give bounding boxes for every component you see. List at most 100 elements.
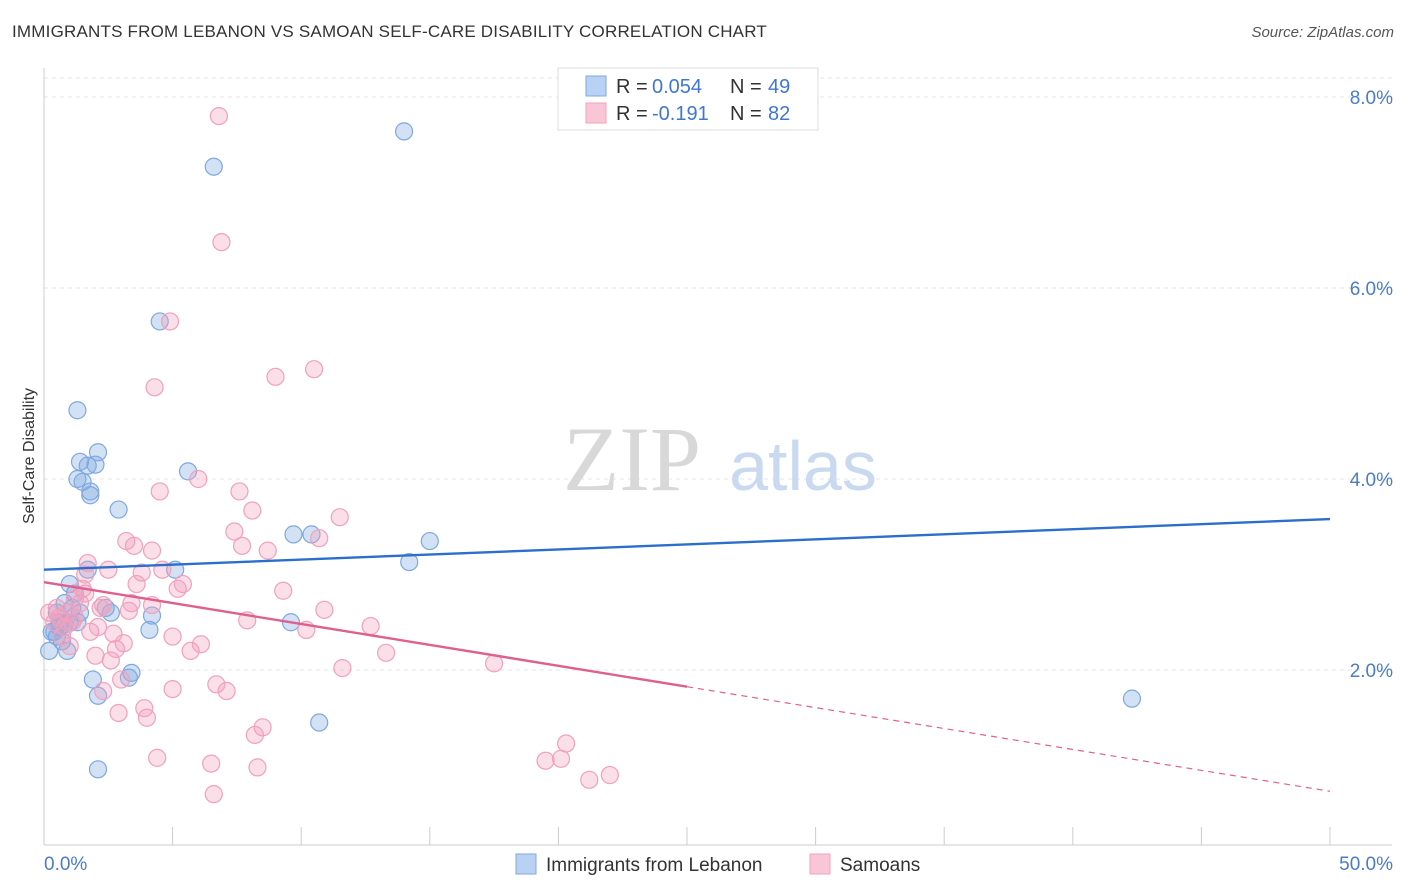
point-samoans (310, 529, 329, 548)
legend-n-value-1: 49 (768, 76, 790, 98)
point-samoans (88, 617, 108, 637)
point-lebanon (150, 312, 169, 331)
point-samoans (204, 785, 223, 804)
point-samoans (52, 627, 72, 646)
point-samoans (148, 748, 167, 767)
point-samoans (580, 770, 599, 789)
data-points (40, 106, 1142, 804)
point-samoans (94, 681, 113, 701)
point-samoans (60, 637, 79, 656)
point-lebanon (394, 122, 414, 141)
stats-legend: R = 0.054 N = 49 R = -0.191 N = 82 (557, 67, 819, 131)
point-samoans (217, 681, 236, 701)
point-samoans (248, 758, 267, 777)
point-samoans (132, 563, 151, 582)
series-label-lebanon: Immigrants from Lebanon (546, 855, 763, 876)
point-lebanon (78, 560, 97, 579)
point-samoans (163, 627, 182, 646)
point-samoans (243, 501, 262, 520)
point-samoans (142, 541, 162, 560)
point-samoans (253, 718, 272, 737)
point-samoans (274, 581, 293, 600)
chart-source: Source: ZipAtlas.com (1251, 24, 1394, 41)
legend-n-label-1: N = (730, 76, 762, 98)
point-samoans (65, 608, 84, 627)
gridlines (44, 77, 1392, 671)
point-samoans (86, 646, 105, 665)
watermark: ZIP atlas (563, 408, 877, 510)
point-samoans (557, 734, 576, 753)
legend-n-label-2: N = (730, 103, 762, 125)
point-lebanon (88, 443, 108, 462)
point-lebanon (310, 713, 329, 732)
point-samoans (181, 641, 200, 661)
trend-line-samoans-extension (686, 686, 1331, 792)
point-samoans (202, 754, 221, 773)
point-samoans (173, 574, 192, 594)
point-samoans (124, 536, 144, 555)
legend-swatch-lebanon (585, 75, 607, 97)
point-lebanon (122, 663, 141, 682)
point-lebanon (101, 603, 120, 622)
point-samoans (150, 482, 169, 501)
y-tick-label: 4.0% (1350, 470, 1393, 491)
axes (43, 68, 1392, 846)
series-swatch-lebanon (515, 853, 537, 875)
x-tick-min: 0.0% (44, 854, 87, 875)
point-samoans (212, 233, 231, 252)
point-samoans (189, 469, 208, 489)
legend-r-label-2: R = (616, 103, 648, 125)
point-samoans (536, 751, 555, 770)
point-samoans (99, 560, 118, 579)
point-samoans (315, 600, 334, 619)
point-samoans (76, 565, 95, 584)
point-samoans (230, 482, 249, 501)
point-lebanon (420, 531, 439, 551)
point-samoans (551, 749, 571, 768)
point-samoans (225, 522, 244, 541)
y-tick-label: 6.0% (1350, 279, 1393, 300)
point-lebanon (284, 525, 303, 544)
trend-lines (43, 517, 1331, 792)
point-lebanon (140, 620, 159, 639)
series-swatch-samoans (809, 853, 831, 875)
point-samoans (266, 367, 285, 386)
point-samoans (63, 613, 82, 632)
point-samoans (600, 765, 619, 785)
point-lebanon (204, 157, 223, 176)
point-samoans (65, 589, 84, 608)
legend-n-value-2: 82 (768, 103, 790, 125)
point-samoans (112, 670, 131, 689)
point-lebanon (142, 606, 162, 625)
point-lebanon (178, 462, 198, 481)
watermark-atlas: atlas (729, 427, 877, 505)
point-samoans (232, 536, 252, 555)
point-samoans (94, 595, 113, 615)
point-samoans (191, 635, 210, 654)
y-axis-label: Self-Care Disability (21, 388, 38, 524)
series-legend: Immigrants from Lebanon Samoans (515, 853, 920, 876)
legend-r-value-2: -0.191 (652, 103, 709, 125)
point-samoans (207, 675, 226, 694)
point-lebanon (81, 486, 100, 505)
point-lebanon (68, 401, 87, 420)
point-samoans (330, 508, 349, 527)
watermark-zip: ZIP (563, 408, 701, 510)
point-samoans (361, 616, 380, 636)
point-samoans (101, 651, 120, 670)
point-samoans (109, 703, 128, 723)
point-lebanon (58, 641, 77, 661)
point-samoans (258, 541, 277, 560)
point-lebanon (73, 472, 92, 491)
point-samoans (145, 378, 164, 397)
y-tick-label: 2.0% (1350, 661, 1393, 682)
legend-r-label-1: R = (616, 76, 648, 98)
legend-swatch-samoans (585, 102, 607, 124)
y-tick-label: 8.0% (1350, 88, 1393, 109)
point-lebanon (40, 641, 59, 661)
point-samoans (160, 312, 180, 331)
point-samoans (127, 574, 146, 594)
point-samoans (114, 634, 133, 653)
point-lebanon (1122, 689, 1142, 708)
point-lebanon (400, 552, 419, 572)
